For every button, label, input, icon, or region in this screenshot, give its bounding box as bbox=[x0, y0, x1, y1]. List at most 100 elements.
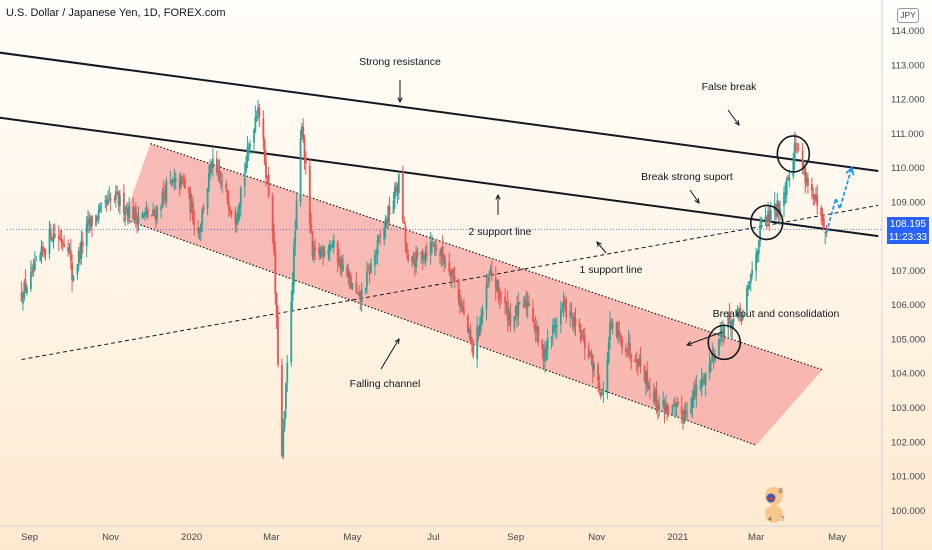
candle-body bbox=[88, 217, 91, 225]
candle-body bbox=[690, 408, 692, 413]
candle-body bbox=[331, 245, 334, 247]
candle-body bbox=[290, 302, 293, 363]
candle-body bbox=[565, 299, 568, 318]
candle-body bbox=[368, 269, 371, 275]
candle-body bbox=[702, 378, 704, 379]
candle-body bbox=[601, 393, 603, 396]
candle-body bbox=[526, 301, 529, 307]
candle-body bbox=[497, 281, 500, 293]
candle-body bbox=[217, 171, 220, 173]
candle-body bbox=[388, 206, 391, 215]
candle-body bbox=[150, 215, 153, 217]
candle-body bbox=[764, 216, 767, 221]
candle-body bbox=[125, 207, 128, 210]
candle-body bbox=[476, 327, 479, 359]
candle-body bbox=[263, 140, 266, 163]
candle-body bbox=[254, 117, 257, 131]
candle-body bbox=[100, 202, 103, 204]
candle-body bbox=[396, 190, 399, 193]
candle-body bbox=[683, 410, 686, 424]
candle-body bbox=[444, 262, 447, 264]
currency-badge[interactable]: JPY bbox=[897, 8, 919, 23]
candle-body bbox=[370, 263, 372, 274]
candle-body bbox=[366, 270, 368, 287]
candle-body bbox=[602, 392, 605, 395]
candle-body bbox=[813, 194, 816, 200]
candle-body bbox=[323, 252, 326, 256]
highlight-circle bbox=[776, 135, 811, 173]
candle-body bbox=[49, 230, 52, 240]
candle-body bbox=[286, 362, 289, 383]
candle-body bbox=[188, 187, 190, 193]
candle-body bbox=[776, 200, 779, 216]
candle-body bbox=[618, 330, 621, 335]
candle-body bbox=[711, 352, 714, 359]
candle-body bbox=[273, 232, 275, 252]
candle-body bbox=[347, 273, 350, 278]
candle-body bbox=[374, 254, 376, 266]
candle-body bbox=[198, 230, 201, 234]
trend-lines bbox=[0, 51, 882, 446]
candle-body bbox=[682, 414, 684, 421]
candle-body bbox=[522, 303, 525, 307]
candle-body bbox=[478, 324, 481, 336]
candle-body bbox=[420, 251, 423, 255]
candle-body bbox=[41, 246, 44, 250]
candle-body bbox=[714, 357, 716, 362]
candle-body bbox=[672, 404, 675, 406]
candle-body bbox=[302, 126, 305, 140]
candle-body bbox=[262, 118, 265, 140]
candle-body bbox=[209, 163, 212, 176]
candle-body bbox=[202, 206, 205, 210]
candle-body bbox=[759, 224, 762, 242]
candle-body bbox=[43, 248, 46, 252]
candle-body bbox=[253, 130, 255, 143]
candle-body bbox=[48, 228, 51, 254]
candle-body bbox=[339, 257, 342, 267]
y-tick-label: 106.000 bbox=[891, 300, 925, 311]
candle-body bbox=[277, 316, 279, 365]
svg-text:4: 4 bbox=[768, 516, 772, 523]
candle-body bbox=[699, 386, 702, 388]
candle-body bbox=[662, 400, 665, 405]
candle-body bbox=[134, 206, 137, 218]
candle-body bbox=[573, 316, 576, 327]
candle-body bbox=[647, 385, 650, 387]
candle-body bbox=[610, 322, 613, 328]
candle-body bbox=[500, 298, 503, 299]
candle-body bbox=[481, 309, 484, 317]
candle-body bbox=[783, 192, 785, 207]
highlight-circle bbox=[749, 204, 784, 241]
candle-body bbox=[221, 183, 224, 185]
candle-body bbox=[265, 161, 267, 179]
candle-body bbox=[295, 201, 298, 229]
candle-body bbox=[634, 358, 637, 362]
candle-body bbox=[812, 193, 815, 197]
candle-body bbox=[765, 217, 768, 223]
y-tick-label: 110.000 bbox=[891, 163, 925, 174]
candle-body bbox=[104, 200, 107, 202]
candle-body bbox=[95, 215, 97, 226]
candle-body bbox=[532, 308, 534, 323]
y-tick-label: 101.000 bbox=[891, 472, 925, 483]
candle-body bbox=[720, 331, 723, 336]
x-tick-label: 2021 bbox=[667, 532, 688, 543]
candle-body bbox=[393, 186, 396, 199]
candle-body bbox=[91, 215, 93, 226]
candle-body bbox=[528, 303, 530, 306]
candle-body bbox=[412, 257, 415, 262]
candle-body bbox=[180, 175, 182, 187]
candle-body bbox=[69, 250, 72, 262]
candle-body bbox=[494, 277, 497, 290]
candle-body bbox=[281, 364, 283, 456]
candle-body bbox=[311, 230, 314, 256]
candle-body bbox=[534, 325, 537, 331]
y-tick-label: 113.000 bbox=[891, 60, 925, 71]
candle-body bbox=[291, 282, 294, 302]
candle-body bbox=[775, 205, 777, 217]
candle-body bbox=[117, 191, 120, 205]
candle-body bbox=[215, 158, 218, 173]
bar-countdown: 11:23:33 bbox=[888, 232, 928, 243]
candle-body bbox=[395, 185, 398, 192]
